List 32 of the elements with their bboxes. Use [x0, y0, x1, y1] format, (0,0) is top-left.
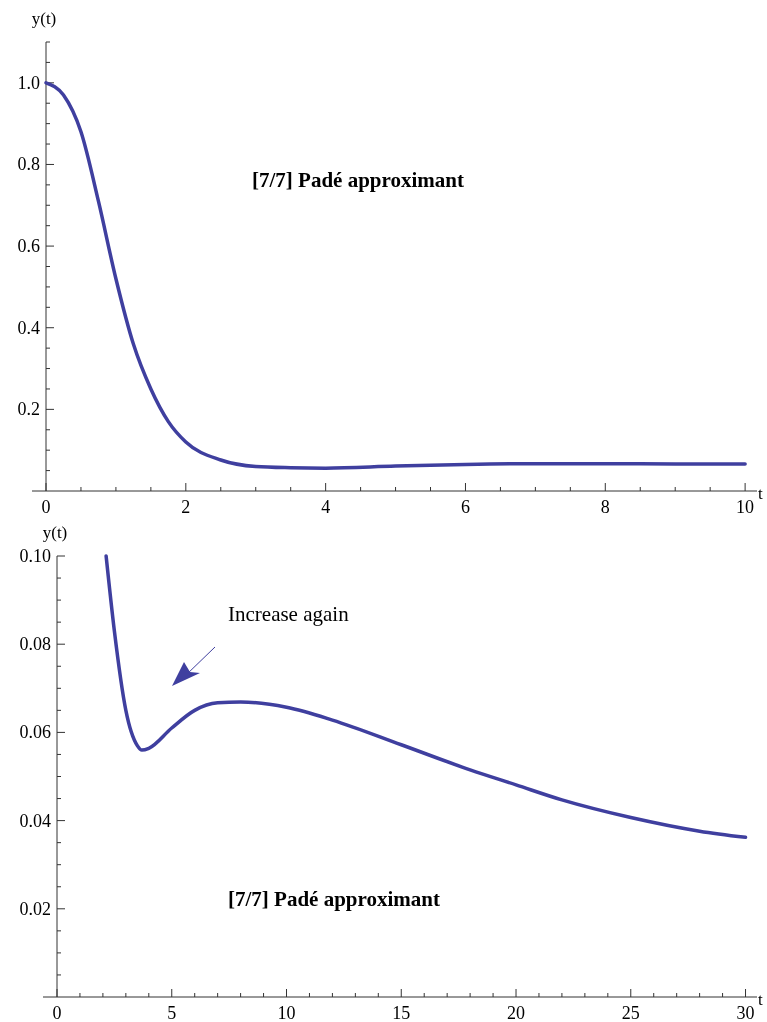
x-tick-label: 4: [321, 497, 331, 517]
y-axis-title: y(t): [42, 523, 68, 542]
y-axis-title: y(t): [31, 9, 57, 28]
x-tick-label: 25: [621, 1003, 640, 1022]
y-tick-label: 0.06: [19, 722, 51, 743]
x-tick-label: 8: [600, 497, 610, 517]
y-tick-label: 0.6: [17, 236, 40, 257]
y-tick-label: 0.08: [19, 634, 51, 655]
annotation: [7/7] Padé approximant: [252, 168, 464, 192]
y-tick-label: 0.8: [17, 154, 40, 175]
annotation: Increase again: [228, 602, 350, 626]
line-series: [104, 554, 748, 840]
x-tick-label: 20: [507, 1003, 526, 1022]
x-tick-label: 30: [736, 1003, 755, 1022]
x-tick-label: 6: [460, 497, 470, 517]
y-tick-label: 1.0: [17, 72, 40, 93]
y-tick-label: 0.04: [19, 810, 51, 831]
annotation: [7/7] Padé approximant: [228, 887, 440, 911]
y-tick-label: 0.4: [17, 317, 40, 338]
x-axis-title: t: [758, 484, 763, 503]
x-tick-label: 0: [52, 1003, 62, 1022]
x-tick-label: 10: [736, 497, 755, 517]
x-tick-label: 15: [392, 1003, 411, 1022]
line-series: [44, 81, 747, 470]
x-tick-label: 2: [181, 497, 191, 517]
y-tick-label: 0.10: [19, 546, 51, 566]
x-tick-label: 0: [41, 497, 51, 517]
y-tick-label: 0.02: [19, 898, 51, 919]
x-tick-label: 10: [277, 1003, 296, 1022]
x-tick-label: 5: [167, 1003, 177, 1022]
y-tick-label: 0.2: [17, 399, 40, 420]
x-axis-title: t: [758, 990, 763, 1009]
